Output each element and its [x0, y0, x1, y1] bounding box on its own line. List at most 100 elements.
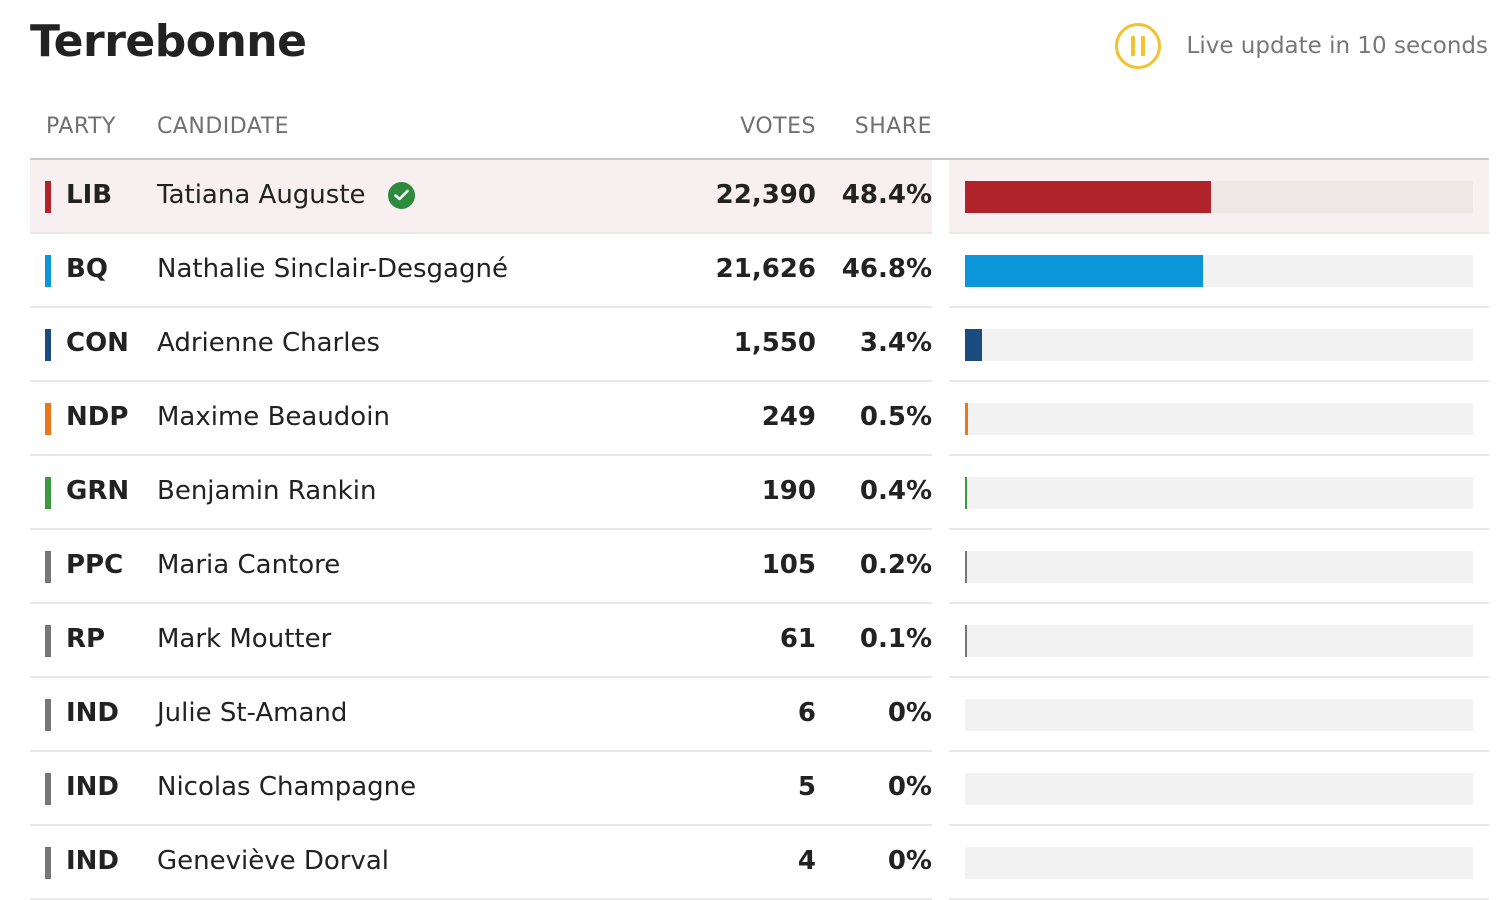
pause-icon[interactable] [1114, 23, 1161, 69]
candidate-name: Maxime Beaudoin [157, 402, 390, 432]
vote-share: 0.1% [859, 624, 932, 654]
share-bar-fill [965, 477, 967, 509]
party-abbr: CON [66, 328, 129, 358]
share-bar-fill [965, 403, 968, 435]
row-gap [932, 604, 949, 678]
party-abbr: GRN [66, 476, 130, 506]
results-table: LIB Tatiana Auguste 22,390 48.4% BQ Nath… [30, 160, 1489, 900]
candidate-name: Geneviève Dorval [157, 846, 390, 876]
result-row: PPC Maria Cantore 105 0.2% [30, 530, 1489, 604]
party-color-marker [45, 181, 51, 213]
candidate-cell: Nicolas Champagne [157, 772, 416, 802]
candidate-cell: Julie St-Amand [157, 698, 347, 728]
result-row: IND Geneviève Dorval 4 0% [30, 826, 1489, 900]
header-candidate: CANDIDATE [157, 114, 290, 139]
share-bar-track [965, 625, 1473, 657]
vote-count: 21,626 [715, 254, 816, 284]
candidate-name: Maria Cantore [157, 550, 341, 580]
share-bar-fill [965, 551, 967, 583]
result-row: BQ Nathalie Sinclair-Desgagné 21,626 46.… [30, 234, 1489, 308]
party-color-marker [45, 403, 51, 435]
header-votes: VOTES [740, 114, 816, 139]
candidate-name: Julie St-Amand [157, 698, 348, 728]
share-bar-fill [965, 625, 967, 657]
party-color-marker [45, 847, 51, 879]
vote-count: 4 [797, 846, 816, 876]
candidate-cell: Geneviève Dorval [157, 846, 389, 876]
party-color-marker [45, 773, 51, 805]
party-color-marker [45, 255, 51, 287]
candidate-name: Mark Moutter [157, 624, 332, 654]
row-gap [932, 382, 949, 456]
vote-share: 0.5% [859, 402, 932, 432]
party-abbr: NDP [66, 402, 129, 432]
vote-share: 0.2% [859, 550, 932, 580]
candidate-cell: Maxime Beaudoin [157, 402, 390, 432]
candidate-cell: Mark Moutter [157, 624, 331, 654]
row-gap [932, 752, 949, 826]
candidate-cell: Tatiana Auguste [157, 180, 415, 210]
result-row: RP Mark Moutter 61 0.1% [30, 604, 1489, 678]
share-bar-fill [965, 329, 982, 361]
share-bar-track [965, 773, 1473, 805]
party-color-marker [45, 699, 51, 731]
share-bar-track [965, 699, 1473, 731]
row-gap [932, 678, 949, 752]
vote-count: 105 [761, 550, 816, 580]
party-abbr: RP [66, 624, 106, 654]
share-bar-track [965, 329, 1473, 361]
party-color-marker [45, 625, 51, 657]
vote-count: 6 [797, 698, 816, 728]
row-gap [932, 234, 949, 308]
candidate-name: Tatiana Auguste [157, 180, 366, 210]
winner-check-icon [387, 181, 415, 209]
share-bar-track [965, 181, 1473, 213]
live-update-text: Live update in 10 seconds [1186, 33, 1489, 59]
share-bar-fill [965, 255, 1203, 287]
row-gap [932, 308, 949, 382]
vote-share: 0% [887, 698, 932, 728]
header-party: PARTY [46, 114, 116, 139]
vote-count: 5 [797, 772, 816, 802]
pause-bar-left [1130, 36, 1135, 56]
party-abbr: IND [66, 772, 120, 802]
header-share: SHARE [854, 114, 932, 139]
pause-bar-right [1140, 36, 1145, 56]
share-bar-track [965, 847, 1473, 879]
party-color-marker [45, 329, 51, 361]
vote-share: 0.4% [859, 476, 932, 506]
vote-share: 46.8% [841, 254, 932, 284]
vote-count: 249 [761, 402, 816, 432]
vote-share: 48.4% [841, 180, 932, 210]
party-abbr: IND [66, 698, 120, 728]
share-bar-track [965, 255, 1473, 287]
row-gap [932, 160, 949, 234]
result-row: LIB Tatiana Auguste 22,390 48.4% [30, 160, 1489, 234]
vote-count: 1,550 [733, 328, 816, 358]
party-color-marker [45, 477, 51, 509]
candidate-cell: Benjamin Rankin [157, 476, 376, 506]
candidate-cell: Maria Cantore [157, 550, 340, 580]
row-gap [932, 530, 949, 604]
candidate-name: Adrienne Charles [157, 328, 380, 358]
share-bar-track [965, 403, 1473, 435]
share-bar-fill [965, 181, 1211, 213]
row-gap [932, 826, 949, 900]
vote-count: 22,390 [715, 180, 816, 210]
live-update-status: Live update in 10 seconds [1114, 22, 1489, 70]
candidate-cell: Nathalie Sinclair-Desgagné [157, 254, 508, 284]
result-row: IND Julie St-Amand 6 0% [30, 678, 1489, 752]
result-row: IND Nicolas Champagne 5 0% [30, 752, 1489, 826]
candidate-name: Nicolas Champagne [157, 772, 417, 802]
party-abbr: PPC [66, 550, 124, 580]
party-abbr: BQ [66, 254, 108, 284]
result-row: CON Adrienne Charles 1,550 3.4% [30, 308, 1489, 382]
vote-share: 0% [887, 846, 932, 876]
party-abbr: LIB [66, 180, 113, 210]
vote-share: 0% [887, 772, 932, 802]
riding-title: Terrebonne [30, 16, 307, 67]
candidate-name: Benjamin Rankin [157, 476, 377, 506]
vote-count: 190 [761, 476, 816, 506]
share-bar-track [965, 551, 1473, 583]
party-abbr: IND [66, 846, 120, 876]
